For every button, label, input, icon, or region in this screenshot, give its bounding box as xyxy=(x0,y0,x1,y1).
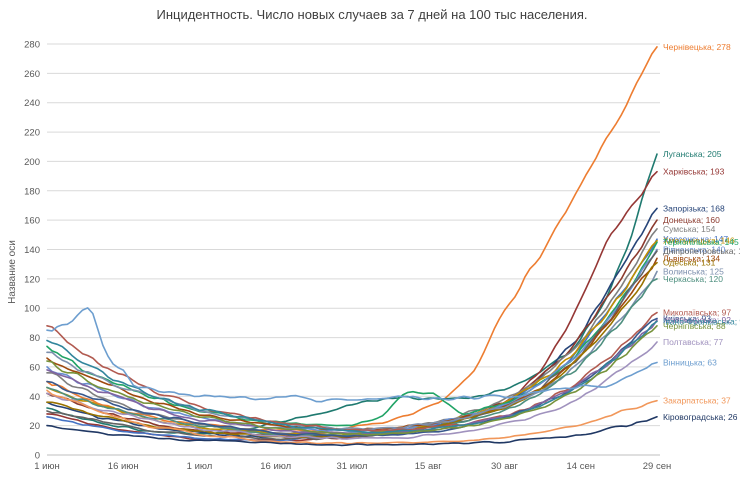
series-line xyxy=(46,46,658,432)
y-tick-label: 60 xyxy=(29,362,40,373)
series-end-label: Тернопільська; 145 xyxy=(663,237,739,247)
x-tick-label: 16 июл xyxy=(260,461,291,472)
x-tick-label: 31 июл xyxy=(337,461,368,472)
series-end-label: Івано-Франківська; 91 xyxy=(663,316,740,326)
y-tick-label: 0 xyxy=(35,451,40,462)
x-axis-ticks: 1 июн 16 июн 1 июл 16 июл 31 июл 15 авг 30 авг… xyxy=(34,461,671,472)
series-end-label: Хмельницька; 146 xyxy=(663,236,735,246)
y-tick-label: 100 xyxy=(24,304,40,315)
series-end-label: Луганська; 205 xyxy=(663,149,722,159)
x-tick-label: 29 сен xyxy=(643,461,672,472)
series-end-label: Дніпропетровська; 139 xyxy=(663,246,740,256)
series-end-label: Херсонська; 147 xyxy=(663,234,728,244)
y-tick-label: 140 xyxy=(24,245,40,256)
series-line xyxy=(46,241,658,427)
x-tick-label: 15 авг xyxy=(415,461,443,472)
series-end-label: Львівська; 134 xyxy=(663,253,720,263)
x-tick-label: 16 июн xyxy=(108,461,139,472)
y-axis-ticks: 0 20 40 60 80 100 120 140 160 180 200 220 240 260 280 xyxy=(24,40,40,462)
y-axis-title: Название оси xyxy=(7,240,18,304)
y-tick-label: 180 xyxy=(24,186,40,197)
series-end-label: Миколаївська; 97 xyxy=(663,308,731,318)
series-end-labels-group: Чернівецька; 278 Луганська; 205 Харківська… xyxy=(663,42,740,422)
series-end-label: Вінницька; 63 xyxy=(663,358,717,368)
y-tick-label: 240 xyxy=(24,98,40,109)
x-tick-label: 14 сен xyxy=(567,461,596,472)
x-tick-label: 30 авг xyxy=(491,461,519,472)
series-end-label: Полтавська; 77 xyxy=(663,337,723,347)
series-line xyxy=(46,416,658,447)
series-line xyxy=(46,317,658,438)
y-tick-label: 80 xyxy=(29,333,40,344)
series-end-label: Рівненська; 140 xyxy=(663,245,726,255)
series-end-label: Сумська; 154 xyxy=(663,224,716,234)
series-line xyxy=(46,325,658,436)
series-lines-group xyxy=(46,46,658,447)
x-tick-label: 1 июн xyxy=(34,461,60,472)
x-tick-label: 1 июл xyxy=(187,461,213,472)
series-end-label: Чернівецька; 278 xyxy=(663,42,731,52)
series-end-label: Кіровоградська; 26 xyxy=(663,412,738,422)
gridlines-group xyxy=(47,43,660,456)
series-end-label: Донецька; 160 xyxy=(663,215,720,225)
series-end-label: Черкаська; 120 xyxy=(663,274,723,284)
series-line xyxy=(46,307,658,403)
series-end-label: Харківська; 193 xyxy=(663,167,725,177)
y-tick-label: 120 xyxy=(24,274,40,285)
series-end-label: Запорізька; 168 xyxy=(663,203,725,213)
series-line xyxy=(46,248,658,433)
y-tick-label: 260 xyxy=(24,69,40,80)
y-tick-label: 220 xyxy=(24,128,40,139)
y-tick-label: 40 xyxy=(29,392,40,403)
series-end-label: Чернігівська; 88 xyxy=(663,321,726,331)
series-end-label: Житомирська; 92 xyxy=(663,315,731,325)
series-end-label: Волинська; 125 xyxy=(663,267,724,277)
series-line xyxy=(46,341,658,440)
series-line xyxy=(46,320,658,434)
series-end-label: Закарпатська; 37 xyxy=(663,396,731,406)
chart-title: Инцидентность. Число новых случаев за 7 … xyxy=(156,7,587,22)
y-tick-label: 280 xyxy=(24,40,40,51)
y-tick-label: 20 xyxy=(29,421,40,432)
series-end-label: Київська; 93 xyxy=(663,313,711,323)
series-end-label: Одеська; 131 xyxy=(663,258,716,268)
y-tick-label: 160 xyxy=(24,216,40,227)
y-tick-label: 200 xyxy=(24,157,40,168)
